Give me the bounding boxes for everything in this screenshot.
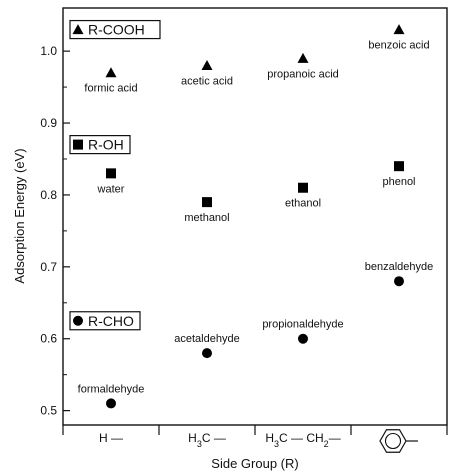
- point-label: propionaldehyde: [262, 319, 343, 331]
- point-label: methanol: [184, 212, 229, 224]
- point-label: formic acid: [84, 83, 137, 95]
- circle-marker: [298, 333, 308, 344]
- x-axis: H — H3C — H3C — CH2—: [62, 425, 448, 449]
- circle-marker: [106, 398, 116, 409]
- benzene-hexagon: [379, 429, 407, 453]
- legend-label: R-COOH: [88, 22, 145, 38]
- legend-circle-icon: [73, 315, 83, 326]
- y-tick-label: 0.7: [40, 260, 57, 274]
- point-label: propanoic acid: [267, 68, 339, 80]
- point-label: phenol: [382, 176, 415, 188]
- legend-box: [69, 19, 161, 40]
- x-category-label: H —: [99, 431, 123, 445]
- legend-box: [69, 135, 131, 155]
- legend-box: [69, 311, 141, 331]
- series-r-cho: formaldehyde acetaldehyde propionaldehyde b…: [78, 261, 434, 409]
- triangle-marker: [297, 52, 309, 63]
- x-category-label: H3C —: [188, 431, 226, 449]
- benzene-inner-ring: [384, 432, 402, 450]
- point-label: water: [97, 183, 125, 195]
- series-r-cooh: formic acid acetic acid propanoic acid benz…: [84, 24, 430, 95]
- square-marker: [394, 161, 404, 172]
- triangle-marker: [201, 60, 213, 71]
- point-label: formaldehyde: [78, 383, 145, 395]
- square-marker: [298, 182, 308, 193]
- y-tick-label: 0.9: [40, 116, 57, 130]
- y-tick-label: 0.5: [40, 404, 57, 418]
- x-axis-title: Side Group (R): [211, 456, 298, 471]
- point-label: acetic acid: [181, 76, 233, 88]
- benzene-ring-icon: [379, 429, 418, 453]
- legend-square-icon: [73, 139, 83, 150]
- legend-label: R-CHO: [88, 313, 134, 329]
- circle-marker: [202, 348, 212, 359]
- point-label: benzaldehyde: [365, 261, 434, 273]
- plot-frame: [62, 7, 448, 426]
- legend-label: R-OH: [88, 137, 124, 153]
- point-label: acetaldehyde: [174, 333, 239, 345]
- data-points: formic acid acetic acid propanoic acid benz…: [78, 24, 434, 409]
- circle-marker: [394, 276, 404, 287]
- point-label: benzoic acid: [368, 40, 429, 52]
- legend-r-cho: R-CHO: [69, 311, 141, 331]
- triangle-marker: [105, 67, 117, 78]
- series-legends: R-COOH R-OH R-CHO: [69, 19, 161, 331]
- x-category-label: H3C — CH2—: [265, 431, 340, 449]
- series-r-oh: water methanol ethanol phenol: [97, 161, 416, 224]
- y-tick-label: 1.0: [40, 44, 57, 58]
- y-axis-title: Adsorption Energy (eV): [12, 148, 27, 283]
- y-axis: 0.5 0.6 0.7 0.8 0.9 1.0: [40, 44, 70, 418]
- square-marker: [202, 197, 212, 208]
- y-tick-label: 0.6: [40, 332, 57, 346]
- square-marker: [106, 168, 116, 179]
- y-tick-label: 0.8: [40, 188, 57, 202]
- point-label: ethanol: [285, 198, 321, 210]
- legend-r-cooh: R-COOH: [69, 19, 161, 40]
- legend-triangle-icon: [72, 24, 84, 35]
- triangle-marker: [393, 24, 405, 35]
- legend-r-oh: R-OH: [69, 135, 131, 155]
